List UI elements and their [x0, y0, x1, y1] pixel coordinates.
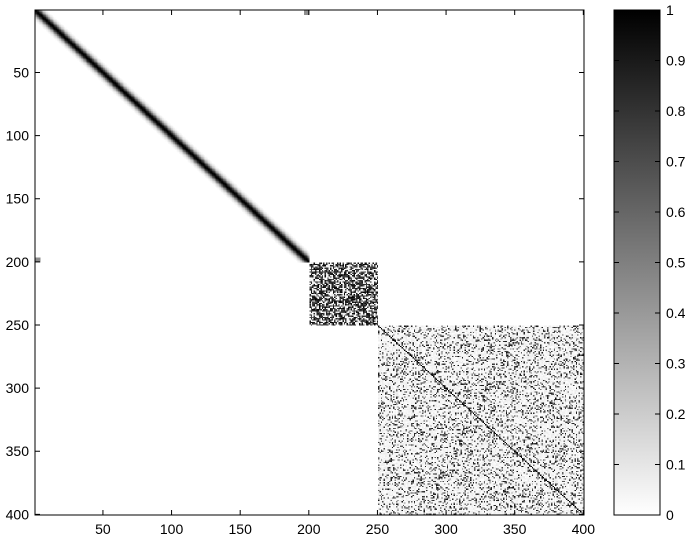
x-tick-label: 150 — [229, 521, 253, 537]
x-tick-label: 350 — [503, 521, 527, 537]
x-tick-label: 200 — [297, 521, 321, 537]
y-tick-label: 200 — [6, 254, 30, 270]
y-tick-label: 250 — [6, 317, 30, 333]
y-tick-label: 50 — [13, 64, 29, 80]
y-axis: 50 100 150 200 250 300 350 400 — [6, 64, 584, 522]
y-tick-label: 300 — [6, 380, 30, 396]
colorbar-tick-label: 0.7 — [666, 154, 686, 170]
y-tick-label: 150 — [6, 191, 30, 207]
x-tick-label: 100 — [160, 521, 184, 537]
colorbar-tick-label: 0.3 — [666, 356, 686, 372]
x-axis: 50 100 150 200 250 300 350 400 — [95, 10, 595, 537]
y-tick-label: 100 — [6, 128, 30, 144]
colorbar-tick-label: 0.1 — [666, 457, 686, 473]
x-tick-label: 300 — [434, 521, 458, 537]
colorbar-tick-label: 0.4 — [666, 305, 686, 321]
colorbar-tick-label: 1 — [666, 2, 674, 18]
heatmap-plot: 50 100 150 200 250 300 350 400 50 100 150 200 250 30… — [6, 9, 595, 537]
colorbar-tick-label: 0 — [666, 507, 674, 523]
colorbar: 0 0.1 0.2 0.3 0.4 0.5 0.6 0.7 0.8 0.9 1 — [613, 2, 686, 523]
colorbar-gradient — [613, 9, 661, 516]
y-tick-label: 350 — [6, 443, 30, 459]
colorbar-tick-label: 0.8 — [666, 103, 686, 119]
colorbar-tick-label: 0.9 — [666, 53, 686, 69]
y-tick-label: 400 — [6, 506, 30, 522]
colorbar-tick-label: 0.6 — [666, 204, 686, 220]
heatmap-cells — [35, 10, 584, 515]
colorbar-tick-label: 0.5 — [666, 255, 686, 271]
x-tick-label: 50 — [95, 521, 111, 537]
plot-frame — [34, 9, 585, 516]
colorbar-tick-label: 0.2 — [666, 406, 686, 422]
colorbar-axis: 0 0.1 0.2 0.3 0.4 0.5 0.6 0.7 0.8 0.9 1 — [614, 2, 686, 523]
x-tick-label: 400 — [572, 521, 596, 537]
x-tick-label: 250 — [366, 521, 390, 537]
